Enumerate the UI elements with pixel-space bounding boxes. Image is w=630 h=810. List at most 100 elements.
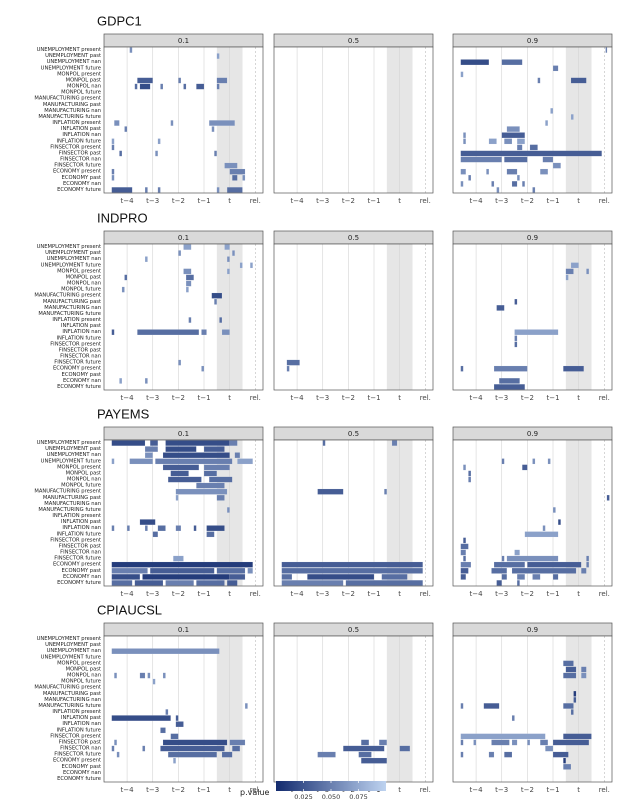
panel-title: CPIAUCSL [97, 603, 162, 618]
x-tick-label: t−4 [121, 197, 135, 205]
heatmap-cell [150, 440, 159, 446]
heatmap-cell [565, 274, 569, 281]
heatmap-cell [361, 739, 370, 746]
heatmap-cell [196, 83, 205, 90]
heatmap-cell [463, 132, 466, 139]
heatmap-cell [460, 71, 464, 78]
facet-frame [103, 243, 264, 391]
y-tick-label: INFLATION present [52, 709, 101, 715]
facet-strip-label: 0.9 [527, 430, 538, 438]
x-tick-label: t−2 [521, 590, 534, 598]
heatmap-cell [343, 745, 385, 752]
heatmap-cell [491, 739, 510, 746]
y-tick-label: MANUFACTURING future [38, 311, 101, 317]
x-tick-label: t−3 [495, 394, 508, 402]
y-tick-label: ECONOMY past [62, 764, 101, 770]
heatmap-cell [605, 47, 608, 53]
heatmap-cell [527, 739, 531, 746]
x-tick-label: t−2 [521, 197, 534, 205]
legend-title: p.value [240, 788, 270, 797]
y-tick-label: ECONOMY past [62, 372, 101, 378]
heatmap-cell [522, 464, 528, 471]
y-tick-label: UNEMPLOYMENT nan [47, 59, 101, 65]
legend-tick-label: 0.025 [294, 793, 313, 801]
heatmap-cell [586, 561, 590, 568]
y-tick-label: MONPOL present [57, 71, 101, 77]
heatmap-cell [542, 156, 554, 163]
y-tick-label: UNEMPLOYMENT future [41, 458, 101, 464]
y-tick-label: FINSECTOR nan [60, 746, 101, 752]
heatmap-cell [358, 751, 372, 758]
x-tick-label: t−3 [316, 590, 329, 598]
heatmap-cell [116, 751, 120, 758]
heatmap-cell [111, 715, 171, 722]
heatmap-cell [214, 150, 217, 157]
heatmap-cell [501, 555, 505, 562]
y-tick-label: MANUFACTURING present [34, 293, 101, 299]
x-tick-label: t [228, 394, 231, 402]
x-tick-label: t [577, 394, 580, 402]
facet-frame [452, 635, 613, 783]
y-tick-label: MANUFACTURING present [34, 685, 101, 691]
x-tick-label: t−3 [495, 590, 508, 598]
heatmap-cell [144, 187, 148, 193]
heatmap-cell [152, 531, 159, 538]
heatmap-cell [281, 573, 293, 580]
heatmap-cell [281, 580, 344, 586]
y-tick-label: ECONOMY future [57, 384, 101, 390]
heatmap-cell [203, 470, 217, 477]
heatmap-cell [119, 150, 123, 157]
heatmap-cell [537, 77, 541, 84]
heatmap-cell [550, 107, 554, 114]
heatmap-cell [286, 365, 290, 372]
heatmap-cell [170, 733, 179, 740]
heatmap-cell [460, 751, 464, 758]
y-tick-label: MONPOL present [57, 660, 101, 666]
heatmap-cell [239, 262, 243, 269]
heatmap-cell [570, 114, 574, 120]
heatmap-cell [219, 317, 223, 323]
heatmap-cell [504, 156, 528, 163]
x-tick-label: t [577, 590, 580, 598]
heatmap-cell [170, 470, 189, 477]
facet-0.1: 0.1 t−4 t−3 t−2 t−1 t rel. [103, 230, 264, 402]
x-tick-label: t−2 [172, 197, 185, 205]
x-tick-label: t−1 [546, 197, 559, 205]
y-tick-label: FINSECTOR future [54, 556, 101, 562]
y-tick-label: FINSECTOR past [59, 739, 101, 745]
heatmap-cell [504, 138, 513, 145]
heatmap-cell [224, 162, 238, 169]
x-tick-label: t−2 [342, 394, 355, 402]
heatmap-cell [247, 567, 253, 574]
heatmap-cell [226, 187, 243, 193]
heatmap-cell [129, 47, 133, 53]
heatmap-cell [463, 537, 466, 544]
x-tick-label: t−1 [546, 590, 559, 598]
heatmap-cell [378, 739, 387, 746]
y-tick-label: INFLATION future [56, 531, 101, 537]
y-tick-label: ECONOMY future [57, 187, 101, 193]
y-tick-label: FINSECTOR present [50, 537, 101, 543]
heatmap-cell [167, 751, 217, 758]
heatmap-cell [124, 274, 128, 281]
facet-strip-label: 0.1 [178, 626, 189, 634]
heatmap-cell [483, 703, 500, 709]
heatmap-cell [463, 138, 466, 145]
heatmap-cell [570, 77, 587, 84]
heatmap-cell [111, 174, 115, 181]
x-tick-label: t−2 [172, 590, 185, 598]
heatmap-cell [563, 763, 572, 770]
y-tick-label: ECONOMY past [62, 175, 101, 181]
heatmap-cell [226, 268, 230, 275]
x-tick-label: rel. [599, 786, 610, 794]
heatmap-cell [540, 168, 549, 175]
heatmap-cell [317, 488, 344, 495]
facet-0.9: 0.9 t−4 t−3 t−2 t−1 t rel. [452, 230, 613, 402]
heatmap-cell [281, 561, 423, 568]
heatmap-cell [281, 567, 423, 574]
heatmap-cell [540, 739, 549, 746]
heatmap-cell [111, 329, 115, 336]
heatmap-cell [226, 507, 230, 513]
heatmap-cell [162, 672, 166, 679]
facet-frame [273, 46, 434, 194]
